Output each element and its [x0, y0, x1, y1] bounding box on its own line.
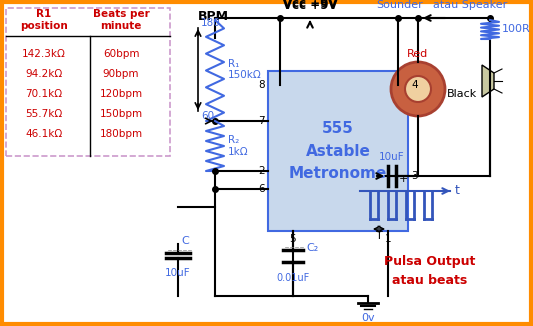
Text: 7: 7 — [259, 116, 265, 126]
Text: T: T — [376, 231, 382, 241]
Text: t: t — [455, 185, 460, 198]
Text: 0.01uF: 0.01uF — [277, 273, 310, 283]
Text: 55.7kΩ: 55.7kΩ — [26, 109, 62, 119]
Text: Red: Red — [407, 49, 429, 59]
Text: 60: 60 — [201, 111, 214, 121]
Text: 150bpm: 150bpm — [100, 109, 142, 119]
Text: Vcc +9V: Vcc +9V — [282, 0, 337, 12]
Text: 180: 180 — [201, 18, 221, 28]
Text: 555
Astable
Metronome: 555 Astable Metronome — [289, 121, 387, 181]
Text: 8: 8 — [259, 80, 265, 90]
Polygon shape — [482, 65, 494, 97]
Text: BPM: BPM — [198, 9, 229, 22]
Text: 0v: 0v — [361, 313, 375, 323]
Text: 100R: 100R — [502, 23, 531, 34]
Text: 90bpm: 90bpm — [103, 69, 139, 79]
Text: Pulsa Output
atau beats: Pulsa Output atau beats — [384, 256, 475, 287]
Text: 60bpm: 60bpm — [103, 49, 139, 59]
Text: 4: 4 — [411, 80, 418, 90]
Text: 142.3kΩ: 142.3kΩ — [22, 49, 66, 59]
FancyBboxPatch shape — [6, 8, 170, 156]
Text: Beats per
minute: Beats per minute — [93, 9, 149, 31]
Text: 10uF: 10uF — [379, 152, 405, 162]
Text: 120bpm: 120bpm — [100, 89, 142, 99]
Text: R₁
150kΩ: R₁ 150kΩ — [228, 59, 262, 80]
Text: R₂
1kΩ: R₂ 1kΩ — [228, 135, 248, 157]
Text: 10uF: 10uF — [165, 268, 191, 278]
Text: C: C — [181, 236, 189, 246]
Text: C₂: C₂ — [306, 243, 318, 253]
Text: Vcc +9V: Vcc +9V — [282, 0, 337, 10]
Text: 3: 3 — [411, 171, 418, 181]
Text: 46.1kΩ: 46.1kΩ — [26, 129, 62, 139]
Text: 70.1kΩ: 70.1kΩ — [26, 89, 62, 99]
Circle shape — [405, 76, 431, 102]
Text: 94.2kΩ: 94.2kΩ — [26, 69, 62, 79]
Text: R1
position: R1 position — [20, 9, 68, 31]
Text: 5: 5 — [290, 234, 296, 244]
Text: Piezo
Sounder: Piezo Sounder — [377, 0, 423, 10]
Text: +: + — [399, 174, 408, 184]
Text: Black: Black — [447, 89, 477, 99]
Text: 1: 1 — [385, 234, 391, 244]
Text: 6: 6 — [259, 184, 265, 194]
Text: 180bpm: 180bpm — [100, 129, 142, 139]
FancyBboxPatch shape — [268, 71, 408, 231]
Circle shape — [391, 62, 445, 116]
Text: 2: 2 — [259, 166, 265, 176]
Text: atau Speaker: atau Speaker — [433, 0, 507, 10]
